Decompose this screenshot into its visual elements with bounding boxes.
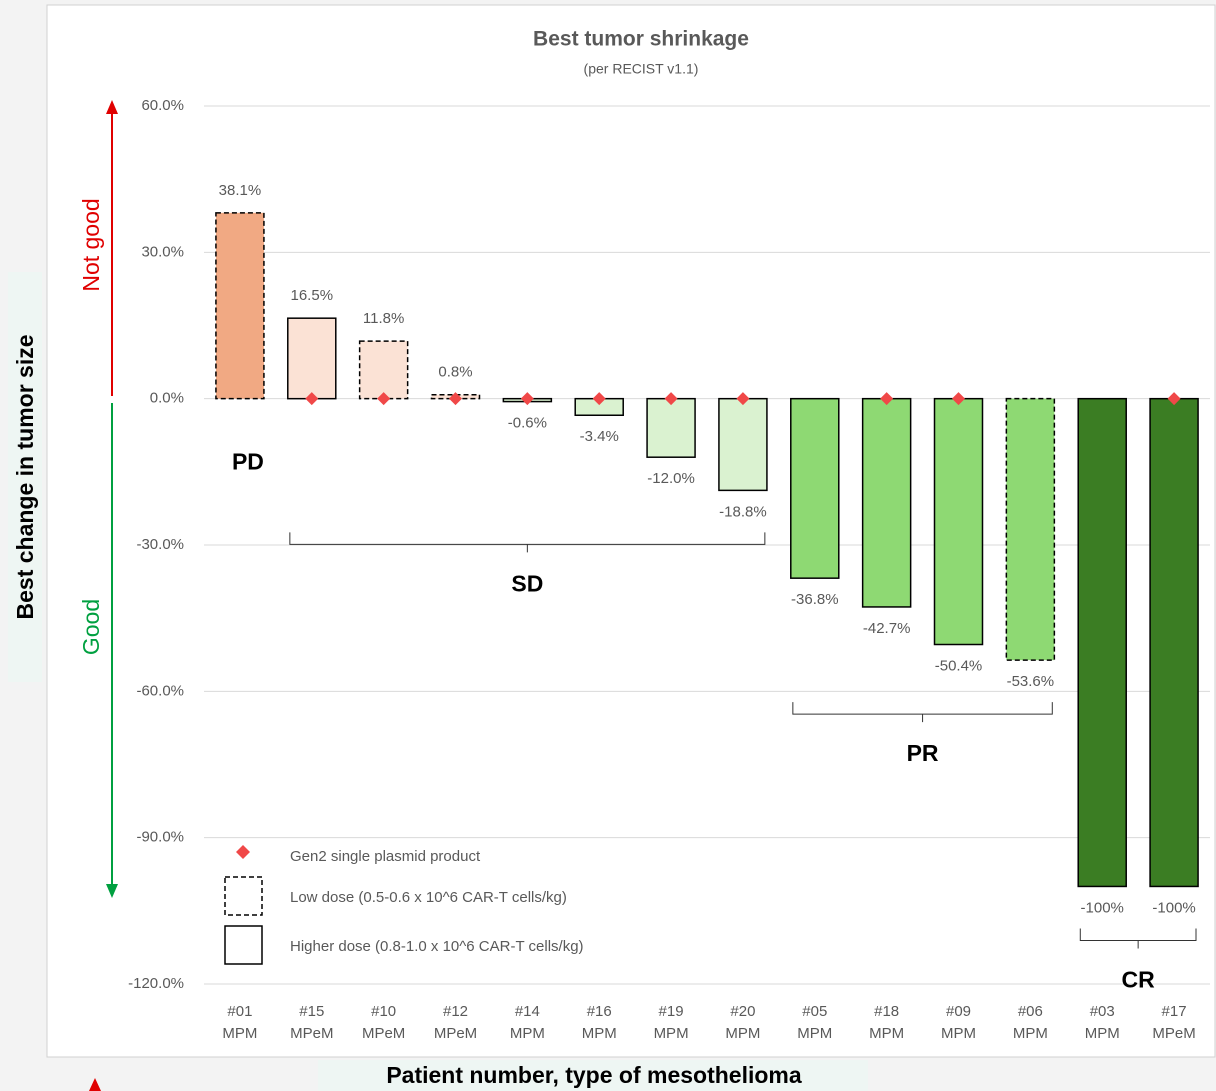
x-tick-label: #10 bbox=[371, 1003, 396, 1020]
y-axis-label: Best change in tumor size bbox=[12, 334, 38, 619]
x-tick-label: MPM bbox=[1085, 1025, 1120, 1042]
y-tick-label: -120.0% bbox=[128, 975, 184, 992]
bar bbox=[215, 212, 265, 400]
x-tick-label: #19 bbox=[659, 1003, 684, 1020]
down-arrow-head bbox=[106, 884, 118, 898]
value-label: 11.8% bbox=[363, 310, 404, 327]
marker bbox=[449, 392, 462, 406]
value-label: -12.0% bbox=[647, 470, 695, 487]
legend-label: Gen2 single plasmid product bbox=[290, 848, 481, 865]
value-label: -36.8% bbox=[791, 591, 839, 608]
x-tick-label: MPM bbox=[725, 1025, 760, 1042]
x-tick-label: MPeM bbox=[1152, 1025, 1195, 1042]
x-tick-label: MPM bbox=[510, 1025, 545, 1042]
x-tick-label: MPeM bbox=[362, 1025, 405, 1042]
value-label: 16.5% bbox=[291, 287, 334, 304]
value-label: -100% bbox=[1152, 899, 1195, 916]
x-tick-label: #20 bbox=[730, 1003, 755, 1020]
bar bbox=[1005, 397, 1056, 661]
good-label: Good bbox=[78, 599, 104, 655]
x-tick-label: #18 bbox=[874, 1003, 899, 1020]
bar bbox=[358, 340, 409, 400]
x-tick-label: #01 bbox=[227, 1003, 252, 1020]
bar bbox=[718, 397, 768, 492]
value-label: -0.6% bbox=[508, 415, 547, 432]
x-tick-label: MPM bbox=[797, 1025, 832, 1042]
x-tick-label: MPM bbox=[222, 1025, 257, 1042]
group-label: CR bbox=[1122, 967, 1156, 993]
group-bracket bbox=[1079, 928, 1197, 949]
x-tick-label: MPM bbox=[582, 1025, 617, 1042]
y-tick-label: -90.0% bbox=[136, 829, 184, 846]
y-label-box bbox=[8, 272, 42, 682]
group-bracket bbox=[289, 532, 766, 553]
marker bbox=[377, 392, 391, 406]
y-tick-label: 30.0% bbox=[141, 243, 184, 260]
x-tick-label: MPM bbox=[1013, 1025, 1048, 1042]
group-label: PR bbox=[907, 740, 939, 766]
bar bbox=[1077, 397, 1127, 888]
value-label: 38.1% bbox=[219, 182, 262, 199]
chart-subtitle: (per RECIST v1.1) bbox=[584, 61, 699, 77]
x-tick-label: #03 bbox=[1090, 1003, 1115, 1020]
x-label-box bbox=[318, 1060, 868, 1091]
chart-title: Best tumor shrinkage bbox=[533, 28, 749, 51]
x-tick-label: #09 bbox=[946, 1003, 971, 1020]
bar bbox=[861, 397, 912, 608]
corner-arrow bbox=[89, 1078, 101, 1091]
marker bbox=[664, 392, 678, 406]
up-arrow-head bbox=[106, 100, 118, 114]
marker bbox=[520, 392, 534, 406]
value-label: -18.8% bbox=[719, 503, 767, 520]
bar bbox=[933, 397, 984, 646]
legend-marker bbox=[236, 845, 250, 859]
x-tick-label: MPM bbox=[941, 1025, 976, 1042]
value-label: -100% bbox=[1081, 899, 1124, 916]
value-label: 0.8% bbox=[438, 364, 472, 381]
value-label: -53.6% bbox=[1007, 673, 1055, 690]
x-tick-label: #05 bbox=[802, 1003, 827, 1020]
marker bbox=[736, 392, 750, 406]
x-tick-label: #06 bbox=[1018, 1003, 1043, 1020]
legend-label: Higher dose (0.8-1.0 x 10^6 CAR-T cells/… bbox=[290, 938, 584, 955]
x-tick-label: #17 bbox=[1162, 1003, 1187, 1020]
x-tick-label: #16 bbox=[587, 1003, 612, 1020]
bar bbox=[287, 317, 337, 400]
x-tick-label: MPM bbox=[654, 1025, 689, 1042]
y-tick-label: -60.0% bbox=[136, 682, 184, 699]
bar bbox=[1149, 397, 1199, 888]
marker bbox=[592, 392, 606, 406]
marker bbox=[305, 392, 319, 406]
value-label: -42.7% bbox=[863, 620, 911, 637]
legend-label: Low dose (0.5-0.6 x 10^6 CAR-T cells/kg) bbox=[290, 889, 567, 906]
x-tick-label: MPeM bbox=[290, 1025, 333, 1042]
group-label: PD bbox=[232, 449, 264, 475]
not-good-label: Not good bbox=[78, 198, 104, 291]
x-tick-label: MPM bbox=[869, 1025, 904, 1042]
x-tick-label: #15 bbox=[299, 1003, 324, 1020]
group-label: SD bbox=[511, 570, 543, 596]
legend-box bbox=[224, 925, 263, 965]
marker bbox=[880, 392, 894, 406]
y-tick-label: 60.0% bbox=[141, 97, 184, 114]
marker bbox=[1167, 392, 1181, 406]
x-tick-label: #14 bbox=[515, 1003, 540, 1020]
x-tick-label: MPeM bbox=[434, 1025, 477, 1042]
bar bbox=[790, 397, 840, 579]
bar bbox=[646, 397, 696, 458]
legend-box bbox=[224, 876, 263, 916]
group-bracket bbox=[792, 702, 1053, 723]
x-axis-label: Patient number, type of mesothelioma bbox=[386, 1062, 802, 1088]
y-tick-label: -30.0% bbox=[136, 536, 184, 553]
value-label: -3.4% bbox=[580, 428, 619, 445]
value-label: -50.4% bbox=[935, 657, 983, 674]
marker bbox=[952, 392, 965, 406]
y-tick-label: 0.0% bbox=[150, 390, 184, 407]
x-tick-label: #12 bbox=[443, 1003, 468, 1020]
